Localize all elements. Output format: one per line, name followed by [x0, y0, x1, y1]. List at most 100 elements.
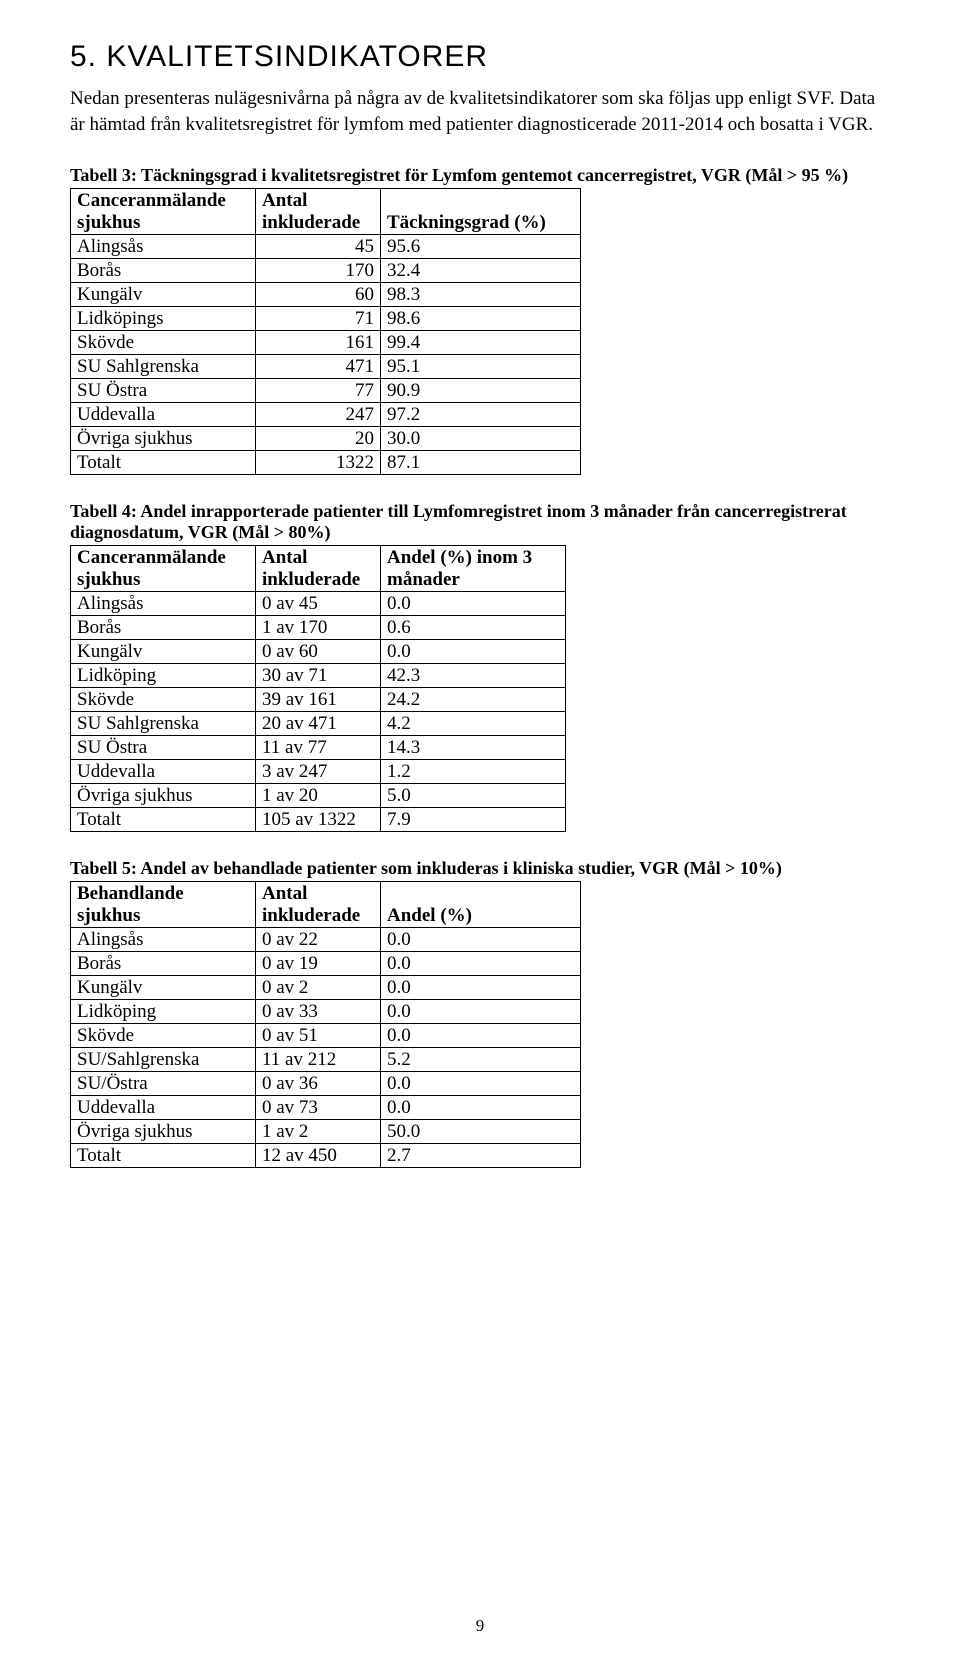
cell-count: 30 av 71 — [256, 664, 381, 688]
table5-caption: Tabell 5: Andel av behandlade patienter … — [70, 858, 890, 879]
cell-value: 90.9 — [381, 379, 581, 403]
cell-hospital: Totalt — [71, 451, 256, 475]
table-row: Borås1 av 1700.6 — [71, 616, 566, 640]
cell-count: 71 — [256, 307, 381, 331]
table-row: Övriga sjukhus1 av 205.0 — [71, 784, 566, 808]
table-row: Skövde39 av 16124.2 — [71, 688, 566, 712]
table4-col2: Andel (%) inom 3månader — [381, 546, 566, 592]
table4-header-row: Canceranmälandesjukhus Antalinkluderade … — [71, 546, 566, 592]
table-row: Lidköping30 av 7142.3 — [71, 664, 566, 688]
table-row: Kungälv6098.3 — [71, 283, 581, 307]
cell-count: 45 — [256, 235, 381, 259]
table4-col1: Antalinkluderade — [256, 546, 381, 592]
cell-count: 0 av 45 — [256, 592, 381, 616]
cell-hospital: SU Östra — [71, 379, 256, 403]
cell-value: 0.0 — [381, 976, 581, 1000]
table5-col2: Andel (%) — [381, 882, 581, 928]
table-row: SU/Sahlgrenska11 av 2125.2 — [71, 1048, 581, 1072]
cell-value: 14.3 — [381, 736, 566, 760]
cell-hospital: SU Östra — [71, 736, 256, 760]
table-row: Skövde0 av 510.0 — [71, 1024, 581, 1048]
cell-count: 0 av 2 — [256, 976, 381, 1000]
cell-hospital: SU/Sahlgrenska — [71, 1048, 256, 1072]
table-row: Alingsås4595.6 — [71, 235, 581, 259]
cell-value: 0.0 — [381, 592, 566, 616]
cell-value: 5.2 — [381, 1048, 581, 1072]
table-row: Övriga sjukhus1 av 250.0 — [71, 1120, 581, 1144]
cell-hospital: Borås — [71, 259, 256, 283]
cell-value: 0.0 — [381, 1072, 581, 1096]
intro-paragraph: Nedan presenteras nulägesnivårna på någr… — [70, 86, 890, 137]
cell-hospital: Totalt — [71, 808, 256, 832]
cell-count: 1 av 2 — [256, 1120, 381, 1144]
table-row: SU Östra7790.9 — [71, 379, 581, 403]
table3-col0: Canceranmälandesjukhus — [71, 189, 256, 235]
cell-count: 105 av 1322 — [256, 808, 381, 832]
table-row: Totalt132287.1 — [71, 451, 581, 475]
table3: Canceranmälandesjukhus Antalinkluderade … — [70, 188, 581, 475]
cell-value: 95.6 — [381, 235, 581, 259]
cell-hospital: Övriga sjukhus — [71, 1120, 256, 1144]
cell-value: 98.6 — [381, 307, 581, 331]
table5: Behandlandesjukhus Antalinkluderade Ande… — [70, 881, 581, 1168]
table-row: Totalt105 av 13227.9 — [71, 808, 566, 832]
cell-hospital: Övriga sjukhus — [71, 784, 256, 808]
table-row: Uddevalla3 av 2471.2 — [71, 760, 566, 784]
table-row: Uddevalla24797.2 — [71, 403, 581, 427]
cell-value: 0.0 — [381, 928, 581, 952]
cell-hospital: Kungälv — [71, 976, 256, 1000]
cell-count: 161 — [256, 331, 381, 355]
cell-value: 7.9 — [381, 808, 566, 832]
cell-value: 99.4 — [381, 331, 581, 355]
table-row: SU Sahlgrenska47195.1 — [71, 355, 581, 379]
cell-hospital: Alingsås — [71, 235, 256, 259]
table-row: Lidköping0 av 330.0 — [71, 1000, 581, 1024]
table3-col1: Antalinkluderade — [256, 189, 381, 235]
cell-hospital: Skövde — [71, 331, 256, 355]
cell-value: 5.0 — [381, 784, 566, 808]
cell-count: 60 — [256, 283, 381, 307]
cell-hospital: SU Sahlgrenska — [71, 712, 256, 736]
table3-col2: Täckningsgrad (%) — [381, 189, 581, 235]
cell-hospital: Alingsås — [71, 928, 256, 952]
cell-value: 95.1 — [381, 355, 581, 379]
cell-value: 2.7 — [381, 1144, 581, 1168]
section-heading: 5. KVALITETSINDIKATORER — [70, 40, 890, 74]
cell-value: 87.1 — [381, 451, 581, 475]
table-row: Totalt12 av 4502.7 — [71, 1144, 581, 1168]
cell-count: 170 — [256, 259, 381, 283]
cell-hospital: Lidköping — [71, 664, 256, 688]
cell-count: 20 av 471 — [256, 712, 381, 736]
table5-col1: Antalinkluderade — [256, 882, 381, 928]
cell-hospital: Kungälv — [71, 640, 256, 664]
cell-value: 0.0 — [381, 640, 566, 664]
cell-value: 98.3 — [381, 283, 581, 307]
cell-count: 0 av 51 — [256, 1024, 381, 1048]
cell-count: 3 av 247 — [256, 760, 381, 784]
table-row: Lidköpings7198.6 — [71, 307, 581, 331]
cell-count: 11 av 77 — [256, 736, 381, 760]
cell-value: 97.2 — [381, 403, 581, 427]
table5-header-row: Behandlandesjukhus Antalinkluderade Ande… — [71, 882, 581, 928]
table-row: Kungälv0 av 20.0 — [71, 976, 581, 1000]
cell-count: 0 av 60 — [256, 640, 381, 664]
cell-hospital: Totalt — [71, 1144, 256, 1168]
table-row: Alingsås0 av 220.0 — [71, 928, 581, 952]
table3-caption: Tabell 3: Täckningsgrad i kvalitetsregis… — [70, 165, 890, 186]
cell-hospital: Övriga sjukhus — [71, 427, 256, 451]
cell-value: 0.0 — [381, 1024, 581, 1048]
cell-count: 12 av 450 — [256, 1144, 381, 1168]
table-row: Uddevalla0 av 730.0 — [71, 1096, 581, 1120]
cell-value: 42.3 — [381, 664, 566, 688]
cell-count: 1 av 170 — [256, 616, 381, 640]
table-row: SU Sahlgrenska20 av 4714.2 — [71, 712, 566, 736]
cell-hospital: Borås — [71, 952, 256, 976]
cell-count: 247 — [256, 403, 381, 427]
cell-count: 1322 — [256, 451, 381, 475]
cell-hospital: Skövde — [71, 1024, 256, 1048]
cell-value: 30.0 — [381, 427, 581, 451]
cell-value: 32.4 — [381, 259, 581, 283]
table-row: Övriga sjukhus2030.0 — [71, 427, 581, 451]
cell-hospital: SU/Östra — [71, 1072, 256, 1096]
cell-hospital: Skövde — [71, 688, 256, 712]
